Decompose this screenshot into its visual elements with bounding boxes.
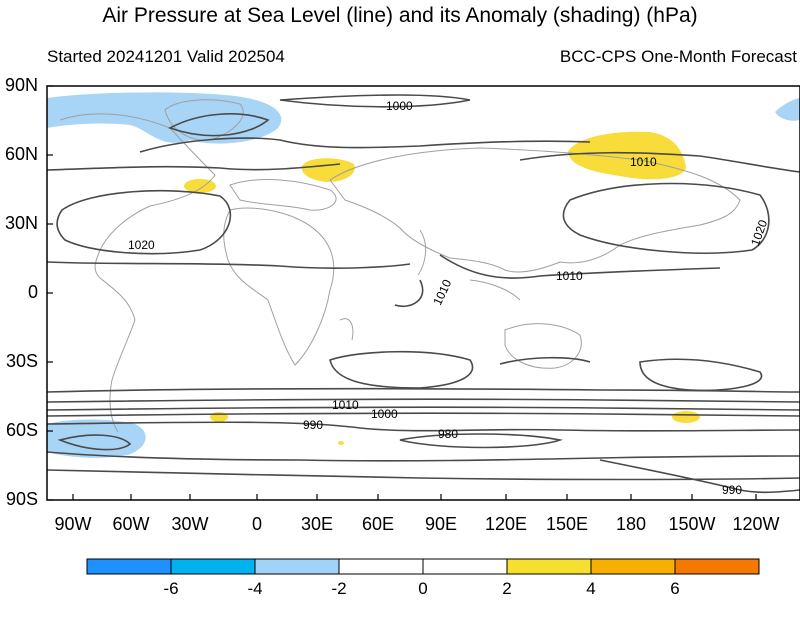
- lon-label-60e: 60E: [361, 514, 395, 534]
- chart-title: Air Pressure at Sea Level (line) and its…: [102, 4, 698, 27]
- pressure-contours: [47, 94, 800, 494]
- lon-label-90e: 90E: [424, 514, 458, 534]
- colorbar-box-6: [507, 559, 591, 574]
- colorbar-label: -4: [247, 579, 263, 598]
- colorbar-box-5: [423, 559, 507, 574]
- contour-label: 1010: [556, 269, 583, 283]
- lon-label-90w: 90W: [54, 514, 92, 534]
- colorbar-label: -2: [331, 579, 347, 598]
- colorbar-label: 6: [670, 579, 680, 598]
- axis-ticks: [47, 85, 757, 501]
- colorbar-box-3: [255, 559, 339, 574]
- contour-label: 990: [722, 483, 742, 497]
- colorbar-label: -6: [163, 579, 179, 598]
- lat-label-equator: 0: [27, 282, 38, 302]
- lat-label-30s: 30S: [5, 351, 38, 371]
- colorbar-label: 2: [502, 579, 512, 598]
- colorbar-box-4: [339, 559, 423, 574]
- lon-label-150e: 150E: [545, 514, 589, 534]
- colorbar: [86, 558, 760, 575]
- lon-label-30w: 30W: [171, 514, 209, 534]
- lat-label-30n: 30N: [4, 213, 38, 233]
- contour-label: 1000: [386, 99, 413, 113]
- lon-label-60w: 60W: [112, 514, 150, 534]
- contour-label: 990: [303, 418, 323, 432]
- lat-label-90s: 90S: [5, 489, 38, 509]
- lon-label-150w: 150W: [668, 514, 716, 534]
- contour-label: 1010: [630, 155, 657, 169]
- lat-label-60n: 60N: [4, 144, 38, 164]
- lon-label-30e: 30E: [300, 514, 334, 534]
- forecast-source: BCC-CPS One-Month Forecast: [559, 47, 797, 66]
- lat-label-90n: 90N: [4, 75, 38, 95]
- lat-label-60s: 60S: [5, 420, 38, 440]
- colorbar-box-2: [171, 559, 255, 574]
- colorbar-box-7: [591, 559, 675, 574]
- forecast-dates: Started 20241201 Valid 202504: [47, 47, 285, 66]
- lon-label-180: 180: [615, 514, 647, 534]
- colorbar-box-1: [87, 559, 171, 574]
- lon-label-120e: 120E: [484, 514, 528, 534]
- lon-label-120w: 120W: [732, 514, 780, 534]
- contour-label: 1000: [371, 407, 398, 421]
- contour-label: 980: [438, 427, 458, 441]
- map-plot-area: 1000 1010 1020 1020 1010 1010 1010 1000 …: [47, 86, 800, 500]
- contour-label: 1010: [332, 398, 359, 412]
- colorbar-label: 0: [418, 579, 428, 598]
- contour-label: 1020: [128, 238, 155, 252]
- colorbar-label: 4: [586, 579, 596, 598]
- lon-label-0: 0: [251, 514, 263, 534]
- colorbar-box-8: [675, 559, 759, 574]
